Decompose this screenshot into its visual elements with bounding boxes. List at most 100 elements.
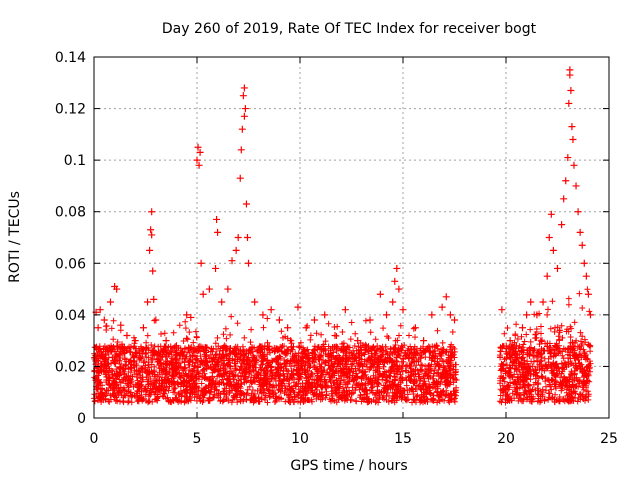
data-point	[236, 174, 244, 182]
data-point	[565, 99, 573, 107]
x-tick-label: 5	[193, 431, 202, 447]
data-point	[376, 290, 384, 298]
data-point	[395, 285, 403, 293]
data-point	[512, 342, 520, 350]
data-point	[123, 331, 131, 339]
y-axis-label: ROTI / TECUs	[7, 191, 23, 283]
data-point	[442, 293, 450, 301]
data-point	[149, 267, 157, 275]
dense-point-cloud	[91, 286, 594, 406]
data-point	[234, 234, 242, 241]
x-tick-label: 10	[291, 431, 309, 447]
data-point	[242, 200, 250, 208]
y-tick-label: 0.02	[55, 359, 86, 375]
data-point	[451, 316, 458, 324]
data-point	[259, 311, 267, 319]
data-point	[518, 324, 526, 332]
data-point	[582, 272, 590, 280]
y-tick-label: 0.12	[55, 102, 86, 118]
data-point	[205, 285, 213, 293]
data-point	[275, 316, 283, 324]
data-point	[294, 303, 302, 311]
data-points	[92, 66, 594, 350]
data-point	[549, 246, 557, 254]
data-point	[321, 311, 329, 319]
data-point	[100, 316, 108, 324]
data-point	[570, 161, 578, 169]
data-point	[148, 231, 156, 239]
data-point	[150, 295, 158, 303]
data-point	[393, 264, 401, 272]
data-point	[547, 210, 555, 218]
data-point	[96, 306, 104, 314]
data-point	[533, 311, 541, 319]
data-point	[139, 324, 147, 332]
data-point	[187, 313, 195, 321]
data-point	[302, 324, 310, 332]
data-point	[580, 259, 588, 267]
data-point	[578, 241, 586, 249]
plot-frame	[93, 56, 610, 419]
data-point	[232, 246, 240, 254]
data-point	[567, 87, 575, 95]
data-point	[354, 337, 362, 345]
data-point	[240, 84, 248, 92]
data-point	[576, 228, 584, 236]
data-point	[560, 195, 568, 203]
data-point	[391, 277, 399, 285]
data-point	[569, 136, 577, 144]
data-point	[196, 148, 204, 156]
data-point	[506, 337, 514, 345]
data-point	[228, 257, 236, 265]
data-point	[218, 298, 226, 306]
data-point	[572, 182, 580, 190]
data-point	[562, 177, 570, 185]
y-axis-ticks: 0 0.02 0.04 0.06 0.08 0.1 0.12 0.14	[55, 50, 609, 427]
data-point	[586, 311, 594, 319]
x-tick-label: 15	[394, 431, 412, 447]
data-point	[194, 143, 202, 151]
data-point	[213, 215, 221, 223]
y-tick-label: 0.1	[64, 153, 86, 169]
data-point	[366, 316, 374, 324]
data-point	[566, 66, 574, 74]
data-point	[545, 234, 553, 241]
data-point	[543, 272, 551, 280]
data-point	[564, 154, 572, 162]
data-point	[438, 303, 446, 311]
y-tick-label: 0.14	[55, 50, 86, 66]
dense-data-band	[91, 286, 594, 406]
data-point	[148, 208, 156, 216]
data-point	[446, 311, 454, 319]
data-point	[284, 324, 292, 332]
data-point	[239, 92, 247, 100]
x-axis-ticks: 0 5 10 15 20 25	[90, 57, 618, 447]
data-point	[237, 146, 245, 154]
y-tick-label: 0.04	[55, 308, 86, 324]
data-point	[146, 246, 154, 254]
data-point	[428, 311, 436, 319]
data-point	[113, 285, 121, 293]
data-point	[574, 208, 582, 216]
data-point	[389, 298, 397, 306]
data-point	[214, 228, 222, 236]
data-point	[193, 156, 201, 164]
data-point	[144, 298, 152, 306]
data-point	[584, 290, 592, 298]
data-point	[310, 316, 318, 324]
data-point	[245, 259, 252, 267]
data-point	[539, 298, 547, 306]
data-point	[94, 324, 102, 332]
data-point	[498, 306, 506, 314]
data-point	[117, 321, 125, 329]
y-tick-label: 0	[77, 411, 86, 427]
data-point	[131, 337, 139, 345]
data-point	[241, 105, 249, 113]
data-point	[383, 311, 391, 319]
data-point	[331, 331, 339, 339]
x-tick-label: 20	[497, 431, 515, 447]
data-point	[240, 112, 248, 120]
data-point	[243, 234, 251, 241]
